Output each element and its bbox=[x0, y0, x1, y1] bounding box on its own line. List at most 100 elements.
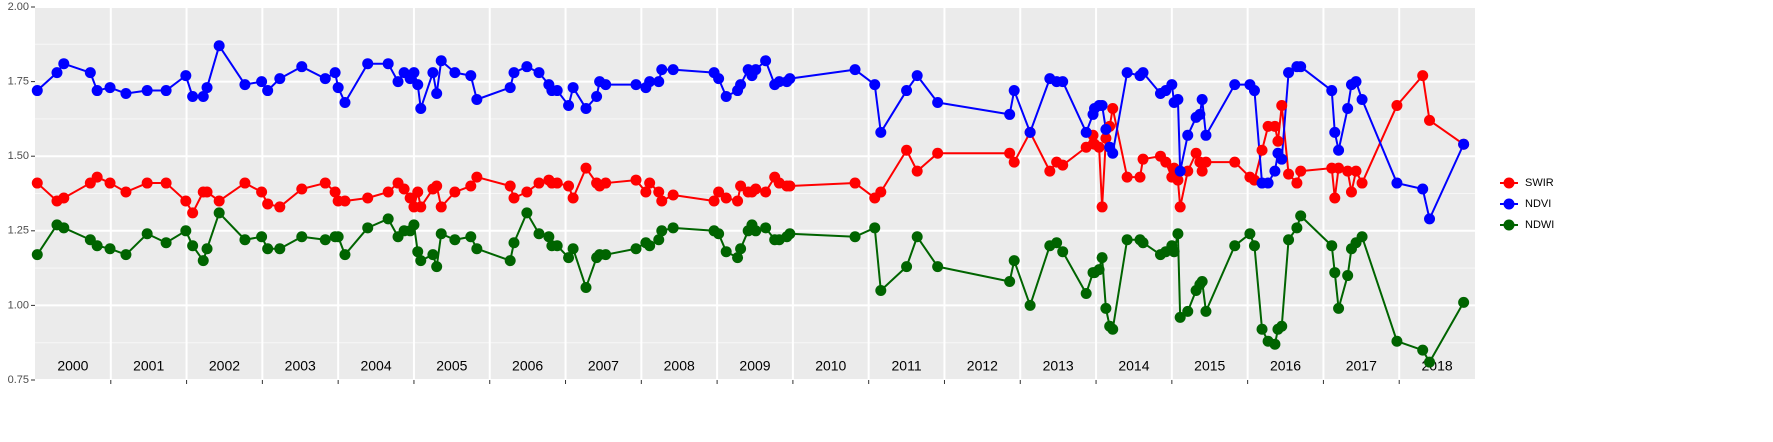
year-label: 2017 bbox=[1346, 358, 1377, 374]
year-label: 2009 bbox=[739, 358, 770, 374]
data-point bbox=[1160, 156, 1172, 168]
data-point bbox=[1417, 183, 1429, 195]
data-point bbox=[521, 61, 533, 73]
data-point bbox=[504, 255, 516, 267]
data-point bbox=[735, 243, 747, 255]
data-point bbox=[508, 237, 520, 249]
data-point bbox=[1283, 234, 1295, 246]
data-point bbox=[1329, 192, 1341, 204]
year-label: 2000 bbox=[57, 358, 88, 374]
data-point bbox=[1417, 70, 1429, 82]
data-point bbox=[732, 252, 744, 264]
data-point bbox=[319, 177, 331, 189]
data-point bbox=[201, 186, 213, 198]
data-point bbox=[1248, 85, 1260, 97]
legend-label: NDVI bbox=[1525, 198, 1551, 210]
legend-key-point bbox=[1503, 219, 1515, 231]
data-point bbox=[398, 183, 410, 195]
data-point bbox=[1196, 276, 1208, 288]
data-point bbox=[382, 58, 394, 70]
data-point bbox=[435, 228, 447, 240]
year-label: 2016 bbox=[1270, 358, 1301, 374]
data-point bbox=[197, 255, 209, 267]
data-point bbox=[1269, 120, 1281, 132]
data-point bbox=[408, 219, 420, 231]
data-point bbox=[653, 186, 665, 198]
data-point bbox=[1458, 138, 1470, 150]
data-point bbox=[656, 225, 668, 237]
y-tick-label: 0.75 bbox=[8, 374, 29, 386]
data-point bbox=[644, 177, 656, 189]
data-point bbox=[543, 231, 555, 243]
data-point bbox=[1044, 165, 1056, 177]
data-point bbox=[720, 192, 732, 204]
data-point bbox=[187, 240, 199, 252]
data-point bbox=[1004, 276, 1016, 288]
data-point bbox=[1057, 159, 1069, 171]
data-point bbox=[567, 243, 579, 255]
data-point bbox=[339, 96, 351, 108]
data-point bbox=[1200, 305, 1212, 317]
data-point bbox=[1350, 165, 1362, 177]
data-point bbox=[1107, 147, 1119, 159]
data-point bbox=[201, 82, 213, 94]
data-point bbox=[1229, 240, 1241, 252]
year-label: 2003 bbox=[285, 358, 316, 374]
data-point bbox=[296, 231, 308, 243]
data-point bbox=[1100, 302, 1112, 314]
data-point bbox=[1174, 201, 1186, 213]
data-point bbox=[750, 183, 762, 195]
year-label: 2007 bbox=[588, 358, 619, 374]
data-point bbox=[630, 79, 642, 91]
data-point bbox=[1391, 177, 1403, 189]
data-point bbox=[332, 82, 344, 94]
data-point bbox=[329, 186, 341, 198]
data-point bbox=[104, 82, 116, 94]
data-point bbox=[1172, 94, 1184, 106]
year-label: 2002 bbox=[209, 358, 240, 374]
data-point bbox=[431, 88, 443, 100]
data-point bbox=[1276, 153, 1288, 165]
data-point bbox=[1342, 270, 1354, 282]
data-point bbox=[1283, 168, 1295, 180]
data-point bbox=[1134, 171, 1146, 183]
data-point bbox=[656, 64, 668, 76]
data-point bbox=[449, 67, 461, 79]
data-point bbox=[262, 198, 274, 210]
data-point bbox=[1137, 237, 1149, 249]
data-point bbox=[412, 186, 424, 198]
y-tick-label: 1.75 bbox=[8, 76, 29, 88]
data-point bbox=[1295, 165, 1307, 177]
data-point bbox=[1008, 255, 1020, 267]
data-point bbox=[1424, 114, 1436, 126]
data-point bbox=[465, 180, 477, 192]
data-point bbox=[392, 76, 404, 88]
data-point bbox=[1024, 126, 1036, 138]
data-point bbox=[521, 186, 533, 198]
data-point bbox=[1200, 129, 1212, 141]
data-point bbox=[84, 67, 96, 79]
data-point bbox=[784, 228, 796, 240]
data-point bbox=[58, 222, 70, 234]
data-point bbox=[1424, 213, 1436, 225]
data-point bbox=[1196, 165, 1208, 177]
data-point bbox=[262, 243, 274, 255]
data-point bbox=[1107, 102, 1119, 114]
data-point bbox=[533, 177, 545, 189]
data-point bbox=[1356, 231, 1368, 243]
data-point bbox=[31, 249, 43, 261]
data-point bbox=[1121, 171, 1133, 183]
data-point bbox=[160, 85, 172, 97]
data-point bbox=[415, 255, 427, 267]
data-point bbox=[256, 76, 268, 88]
data-point bbox=[735, 79, 747, 91]
data-point bbox=[1262, 177, 1274, 189]
data-point bbox=[141, 228, 153, 240]
data-point bbox=[1166, 79, 1178, 91]
data-point bbox=[58, 192, 70, 204]
data-point bbox=[160, 237, 172, 249]
data-point bbox=[120, 249, 132, 261]
data-point bbox=[362, 222, 374, 234]
data-point bbox=[408, 67, 420, 79]
data-point bbox=[713, 228, 725, 240]
